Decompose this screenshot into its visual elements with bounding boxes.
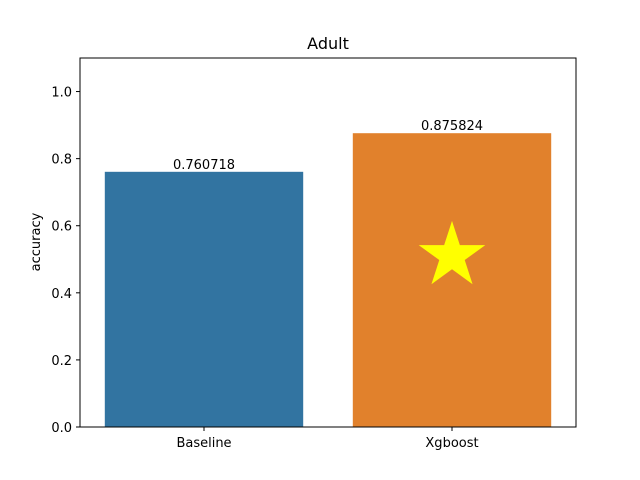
data-label-baseline: 0.760718 xyxy=(173,158,235,173)
y-tick-label-0: 0.0 xyxy=(51,421,72,436)
data-labels-layer: 0.760718 0.875824 xyxy=(173,119,483,173)
y-tick-label-4: 0.8 xyxy=(51,153,72,168)
x-axis: Baseline Xgboost xyxy=(176,427,479,451)
plot-frame xyxy=(79,57,577,428)
x-tick-label-xgboost: Xgboost xyxy=(425,436,478,451)
bar-baseline xyxy=(104,171,304,427)
bar-xgboost xyxy=(352,133,552,427)
y-tick-label-2: 0.4 xyxy=(51,287,72,302)
star-marker-icon xyxy=(418,220,486,285)
y-axis: 0.0 0.2 0.4 0.6 0.8 1.0 xyxy=(51,86,80,436)
chart-title: Adult xyxy=(307,34,349,53)
x-tick-label-baseline: Baseline xyxy=(176,436,231,451)
bars-layer xyxy=(104,133,552,427)
y-tick-label-5: 1.0 xyxy=(51,86,72,101)
y-axis-label: accuracy xyxy=(29,212,44,271)
marker-layer xyxy=(418,220,486,285)
y-tick-label-3: 0.6 xyxy=(51,220,72,235)
y-tick-label-1: 0.2 xyxy=(51,354,72,369)
data-label-xgboost: 0.875824 xyxy=(421,119,483,134)
